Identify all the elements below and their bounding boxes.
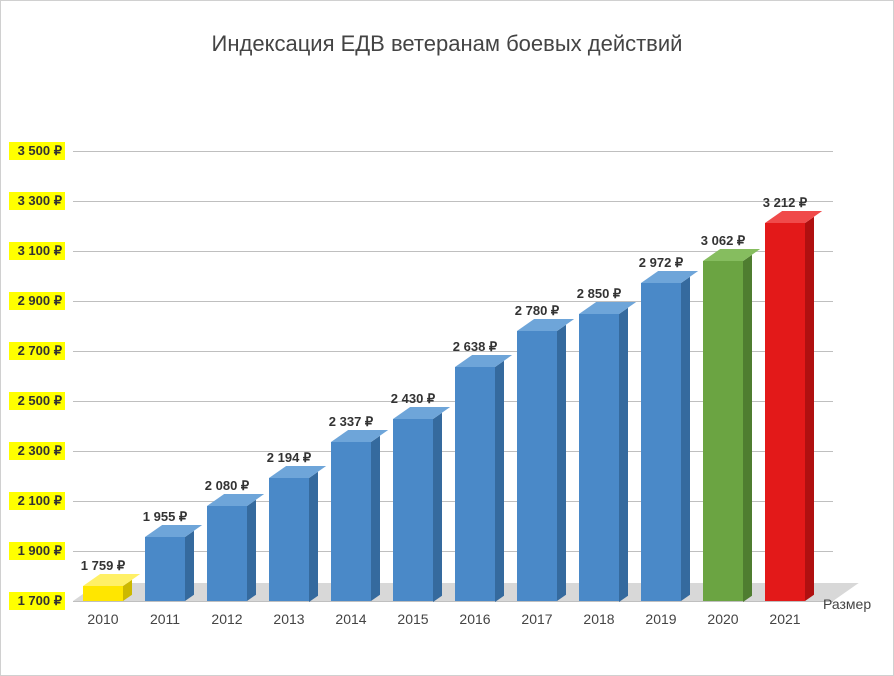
bar-front	[703, 261, 743, 602]
bars-layer: 1 759 ₽ 1 955 ₽ 2 080 ₽ 2 194 ₽ 2 337 ₽ 2 430…	[73, 151, 833, 601]
y-tick-label: 2 100 ₽	[9, 492, 65, 510]
bar-front	[641, 283, 681, 601]
x-tick-label: 2019	[645, 611, 676, 627]
x-tick-label: 2012	[211, 611, 242, 627]
y-tick-label: 3 500 ₽	[9, 142, 65, 160]
chart-container: Индексация ЕДВ ветеранам боевых действий…	[0, 0, 894, 676]
bar: 2 337 ₽	[331, 442, 371, 601]
bar-value-label: 2 430 ₽	[391, 391, 435, 407]
bar-side	[371, 435, 380, 601]
y-tick-label: 3 100 ₽	[9, 242, 65, 260]
bar-side	[185, 531, 194, 601]
x-tick-label: 2017	[521, 611, 552, 627]
bar: 3 212 ₽	[765, 223, 805, 601]
bar-side	[433, 412, 442, 601]
bar-front	[269, 478, 309, 602]
bar-value-label: 3 062 ₽	[701, 233, 745, 249]
bar-front	[393, 419, 433, 602]
x-tick-label: 2014	[335, 611, 366, 627]
legend-label: Размер	[823, 596, 871, 612]
y-tick-label: 1 700 ₽	[9, 592, 65, 610]
bar-front	[207, 506, 247, 601]
bar: 2 638 ₽	[455, 367, 495, 602]
y-axis: 1 700 ₽1 900 ₽2 100 ₽2 300 ₽2 500 ₽2 700…	[9, 151, 69, 601]
bar-value-label: 2 080 ₽	[205, 478, 249, 494]
x-tick-label: 2016	[459, 611, 490, 627]
bar-side	[619, 307, 628, 601]
bar-value-label: 2 850 ₽	[577, 286, 621, 302]
x-tick-label: 2021	[769, 611, 800, 627]
bar-front	[455, 367, 495, 602]
x-tick-label: 2013	[273, 611, 304, 627]
bar: 2 972 ₽	[641, 283, 681, 601]
bar-front	[83, 586, 123, 601]
bar-side	[309, 471, 318, 601]
bar-value-label: 1 955 ₽	[143, 509, 187, 525]
x-axis: 2010 2011 2012 2013 2014 2015 2016 2017 2018 2019…	[73, 611, 833, 641]
gridline	[73, 601, 833, 602]
bar: 1 759 ₽	[83, 586, 123, 601]
bar-front	[765, 223, 805, 601]
bar: 1 955 ₽	[145, 537, 185, 601]
bar-side	[247, 500, 256, 601]
bar-value-label: 3 212 ₽	[763, 195, 807, 211]
bar-front	[579, 314, 619, 602]
bar: 2 080 ₽	[207, 506, 247, 601]
bar-value-label: 1 759 ₽	[81, 558, 125, 574]
plot-area: 1 759 ₽ 1 955 ₽ 2 080 ₽ 2 194 ₽ 2 337 ₽ 2 430…	[73, 151, 833, 601]
bar-side	[681, 277, 690, 601]
y-tick-label: 3 300 ₽	[9, 192, 65, 210]
bar: 3 062 ₽	[703, 261, 743, 602]
y-tick-label: 2 300 ₽	[9, 442, 65, 460]
x-tick-label: 2020	[707, 611, 738, 627]
bar: 2 850 ₽	[579, 314, 619, 602]
y-tick-label: 2 900 ₽	[9, 292, 65, 310]
bar-value-label: 2 194 ₽	[267, 450, 311, 466]
bar-front	[331, 442, 371, 601]
bar-front	[145, 537, 185, 601]
bar-value-label: 2 337 ₽	[329, 414, 373, 430]
bar-side	[557, 325, 566, 601]
bar-side	[743, 254, 752, 601]
bar-side	[495, 360, 504, 601]
bar-value-label: 2 638 ₽	[453, 339, 497, 355]
y-tick-label: 1 900 ₽	[9, 542, 65, 560]
bar-value-label: 2 780 ₽	[515, 303, 559, 319]
bar-side	[805, 217, 814, 601]
x-tick-label: 2018	[583, 611, 614, 627]
x-tick-label: 2011	[150, 611, 180, 627]
bar-value-label: 2 972 ₽	[639, 255, 683, 271]
bar: 2 430 ₽	[393, 419, 433, 602]
bar: 2 194 ₽	[269, 478, 309, 602]
y-tick-label: 2 700 ₽	[9, 342, 65, 360]
x-tick-label: 2010	[87, 611, 118, 627]
chart-title: Индексация ЕДВ ветеранам боевых действий	[1, 1, 893, 77]
bar: 2 780 ₽	[517, 331, 557, 601]
y-tick-label: 2 500 ₽	[9, 392, 65, 410]
bar-front	[517, 331, 557, 601]
x-tick-label: 2015	[397, 611, 428, 627]
